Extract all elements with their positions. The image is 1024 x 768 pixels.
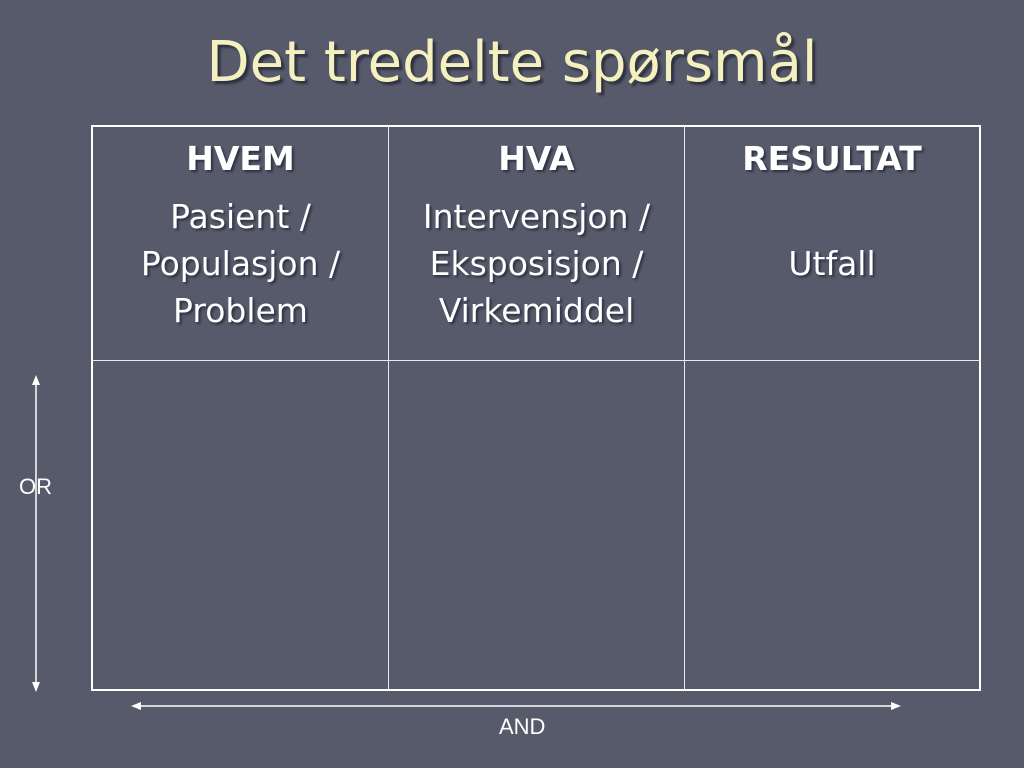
vertical-double-arrow (32, 375, 40, 692)
table-cell-empty (389, 361, 685, 689)
table-cell-resultat: RESULTAT Utfall (685, 127, 979, 361)
horizontal-double-arrow (131, 702, 901, 710)
table-cell-hva: HVA Intervensjon / Eksposisjon / Virkemi… (389, 127, 685, 361)
column-body: Pasient / Populasjon / Problem (140, 197, 341, 330)
column-header: HVA (498, 139, 575, 178)
column-header: HVEM (186, 139, 295, 178)
column-header: RESULTAT (742, 139, 922, 178)
column-body: Utfall (788, 244, 876, 283)
table-cell-hvem: HVEM Pasient / Populasjon / Problem (93, 127, 389, 361)
or-label: OR (19, 474, 52, 499)
pico-table: HVEM Pasient / Populasjon / Problem HVA … (91, 125, 981, 691)
slide-title: Det tredelte spørsmål (206, 30, 818, 95)
and-label: AND (499, 714, 546, 739)
column-body: Intervensjon / Eksposisjon / Virkemiddel (422, 197, 651, 330)
table-cell-empty (93, 361, 389, 689)
